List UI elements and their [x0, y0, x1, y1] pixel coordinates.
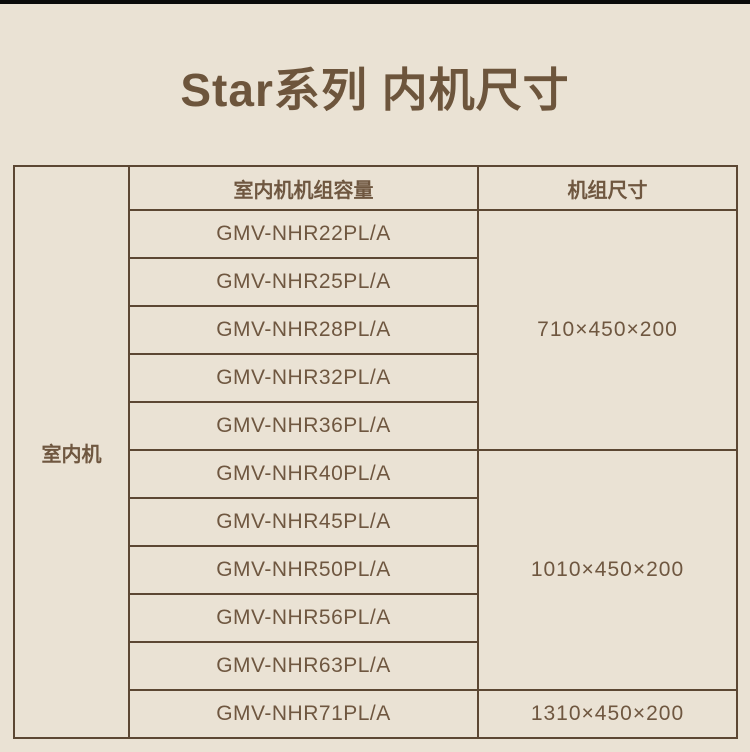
table-row: GMV-NHR56PL/A [14, 593, 737, 643]
model-cell: GMV-NHR45PL/A [128, 497, 479, 547]
table-row: GMV-NHR71PL/A 1310×450×200 [14, 689, 738, 739]
model-cell: GMV-NHR50PL/A [128, 545, 479, 595]
model-cell: GMV-NHR28PL/A [128, 305, 479, 355]
model-cell: GMV-NHR36PL/A [128, 401, 479, 451]
size-cell-group3: 1310×450×200 [477, 689, 738, 739]
table-row: GMV-NHR36PL/A [14, 401, 737, 451]
side-label-cell: 室内机 [13, 165, 130, 739]
spec-table: 室内机 室内机机组容量 机组尺寸 GMV-NHR22PL/A 710×450×2… [13, 165, 738, 739]
size-cell-group2: 1010×450×200 [477, 449, 738, 691]
table-row: GMV-NHR22PL/A 710×450×200 [14, 209, 738, 451]
model-cell: GMV-NHR25PL/A [128, 257, 479, 307]
table-row: GMV-NHR40PL/A 1010×450×200 [14, 449, 738, 691]
table-row: GMV-NHR25PL/A [14, 257, 737, 307]
page-title: Star系列 内机尺寸 [180, 64, 570, 116]
table-row: GMV-NHR32PL/A [14, 353, 737, 403]
table-row: GMV-NHR45PL/A [14, 497, 737, 547]
model-cell: GMV-NHR71PL/A [128, 689, 479, 739]
model-cell: GMV-NHR40PL/A [128, 449, 479, 499]
table-row: GMV-NHR28PL/A [14, 305, 737, 355]
table-row: GMV-NHR50PL/A [14, 545, 737, 595]
size-header-cell: 机组尺寸 [477, 165, 738, 211]
model-cell: GMV-NHR56PL/A [128, 593, 479, 643]
top-bar [0, 0, 750, 4]
model-cell: GMV-NHR22PL/A [128, 209, 479, 259]
model-cell: GMV-NHR32PL/A [128, 353, 479, 403]
size-cell-group1: 710×450×200 [477, 209, 738, 451]
capacity-header-cell: 室内机机组容量 [128, 165, 479, 211]
table-header-row: 室内机 室内机机组容量 机组尺寸 [13, 165, 738, 739]
table-row: GMV-NHR63PL/A [14, 641, 737, 691]
model-cell: GMV-NHR63PL/A [128, 641, 479, 691]
